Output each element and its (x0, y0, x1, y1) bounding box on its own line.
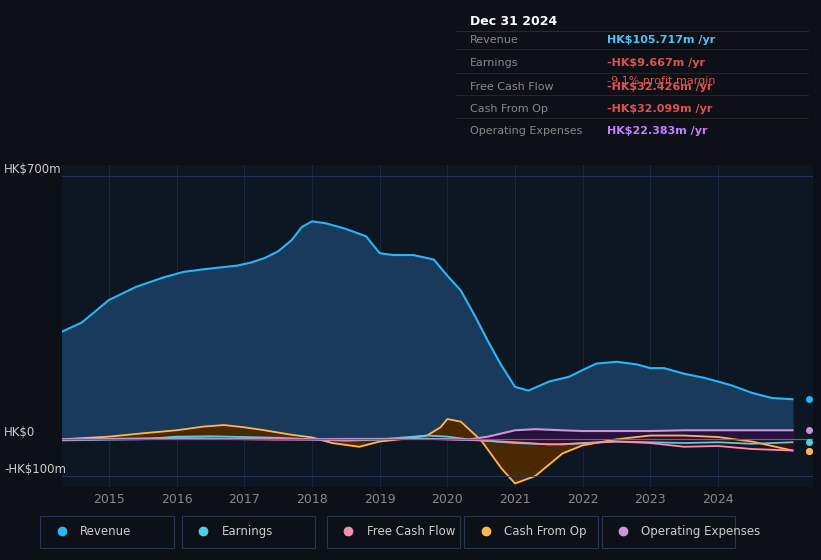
Text: Earnings: Earnings (222, 525, 273, 538)
Text: -HK$100m: -HK$100m (4, 463, 67, 476)
Text: Cash From Op: Cash From Op (470, 105, 548, 114)
Text: HK$105.717m /yr: HK$105.717m /yr (608, 35, 716, 45)
Text: -HK$32.426m /yr: -HK$32.426m /yr (608, 82, 713, 92)
Text: Operating Expenses: Operating Expenses (641, 525, 760, 538)
Text: Dec 31 2024: Dec 31 2024 (470, 15, 557, 28)
Text: HK$700m: HK$700m (4, 164, 62, 176)
Text: Operating Expenses: Operating Expenses (470, 125, 582, 136)
Text: Revenue: Revenue (80, 525, 131, 538)
Text: Earnings: Earnings (470, 58, 518, 68)
Text: Free Cash Flow: Free Cash Flow (470, 82, 553, 92)
Text: -HK$32.099m /yr: -HK$32.099m /yr (608, 105, 713, 114)
Text: Cash From Op: Cash From Op (504, 525, 586, 538)
Text: Free Cash Flow: Free Cash Flow (366, 525, 455, 538)
Text: Revenue: Revenue (470, 35, 519, 45)
Text: -HK$9.667m /yr: -HK$9.667m /yr (608, 58, 705, 68)
Text: HK$0: HK$0 (4, 426, 35, 438)
Text: HK$22.383m /yr: HK$22.383m /yr (608, 125, 708, 136)
Text: -9.1% profit margin: -9.1% profit margin (608, 76, 716, 86)
